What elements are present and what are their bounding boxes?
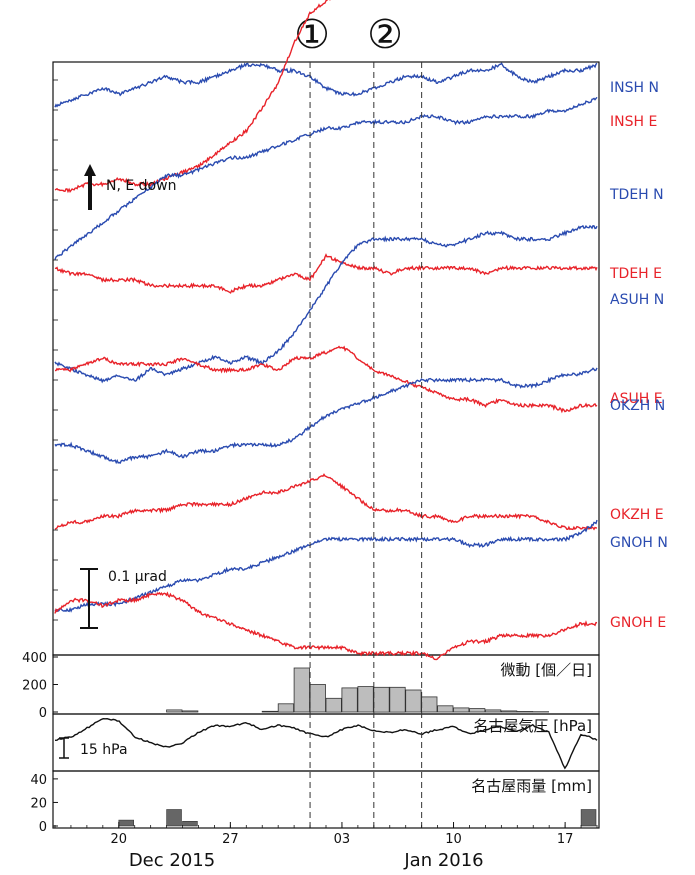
tremor-bar [421, 696, 438, 713]
direction-label: N, E down [106, 178, 176, 194]
direction-annotation: N, E down [84, 164, 176, 210]
pressure-scale: 15 hPa [59, 737, 128, 759]
series-line-asuh-n [54, 224, 598, 384]
tremor-bar [500, 710, 518, 713]
series-label-gnoh-n: GNOH N [610, 535, 668, 551]
x-tick-label: 10 [445, 832, 462, 847]
x-tick-label: 17 [557, 832, 574, 847]
tremor-bar [453, 707, 470, 713]
tremor-bar [277, 703, 295, 713]
series-line-okzh-n [54, 367, 598, 465]
series-line-insh-e [54, 0, 331, 194]
tremor-bar [341, 687, 358, 713]
series-line-tdeh-e [54, 253, 598, 294]
series-label-okzh-n: OKZH N [610, 398, 665, 414]
tremor-bar [437, 705, 454, 713]
marker-lines-layer [309, 62, 423, 828]
pressure-title: 名古屋気圧 [hPa] [473, 717, 592, 735]
tremor-bar [325, 697, 342, 713]
tremor-bar [389, 686, 406, 713]
tremor-y-tick-label: 200 [22, 679, 47, 694]
tremor-bar [484, 709, 502, 713]
tremor-bar [309, 684, 326, 713]
rain-bar [580, 809, 597, 827]
tilt-panel-frame [52, 61, 600, 656]
axes-layer: 20 27 03 10 17 0 200 400 0 20 40 [22, 79, 598, 847]
series-label-tdeh-n: TDEH N [609, 187, 664, 203]
rain-y-tick-label: 20 [30, 796, 47, 811]
tremor-y-tick-label: 0 [39, 706, 47, 721]
tremor-bar [469, 708, 486, 713]
tremor-bar [166, 709, 183, 713]
series-label-gnoh-e: GNOH E [610, 615, 666, 631]
series-label-insh-e: INSH E [610, 114, 657, 130]
tremor-bar [405, 689, 422, 713]
tremor-bar [373, 686, 390, 713]
month-label-jan: Jan 2016 [403, 850, 483, 871]
tremor-bar [293, 667, 310, 713]
tremor-title: 微動 [個／日] [501, 661, 592, 679]
tremor-bar [357, 686, 374, 713]
scale-bar: 0.1 μrad [80, 568, 167, 629]
series-line-tdeh-n [54, 96, 598, 260]
series-line-insh-n [54, 62, 598, 108]
rain-title: 名古屋雨量 [mm] [471, 777, 592, 795]
marker-2: ② [367, 12, 403, 58]
series-label-asuh-n: ASUH N [610, 292, 664, 308]
series-line-asuh-e [54, 345, 598, 414]
pressure-scale-label: 15 hPa [80, 742, 128, 758]
x-tick-label: 03 [334, 832, 351, 847]
series-label-tdeh-e: TDEH E [609, 266, 662, 282]
series-label-asuh-e: ASUH E [610, 391, 663, 407]
rain-bar [182, 820, 198, 827]
series-line-okzh-e [54, 473, 597, 531]
pressure-line [54, 717, 598, 770]
rain-bar [166, 809, 182, 827]
marker-1: ① [294, 12, 330, 58]
lines-layer [54, 0, 598, 770]
rain-y-tick-label: 40 [30, 773, 47, 788]
bars-layer [118, 667, 597, 827]
rain-bar [118, 819, 135, 827]
series-line-gnoh-n [54, 519, 598, 613]
x-tick-label: 20 [110, 832, 127, 847]
series-line-gnoh-e [54, 591, 598, 661]
rain-y-tick-label: 0 [39, 820, 47, 835]
tremor-bar [261, 710, 279, 713]
tremor-bar [182, 710, 199, 713]
tremor-bar [516, 711, 534, 713]
tremor-y-tick-label: 400 [22, 651, 47, 666]
series-label-insh-n: INSH N [610, 80, 659, 96]
month-label-dec: Dec 2015 [129, 850, 215, 871]
series-label-okzh-e: OKZH E [610, 507, 664, 523]
scale-label: 0.1 μrad [108, 569, 167, 585]
x-tick-label: 27 [222, 832, 239, 847]
